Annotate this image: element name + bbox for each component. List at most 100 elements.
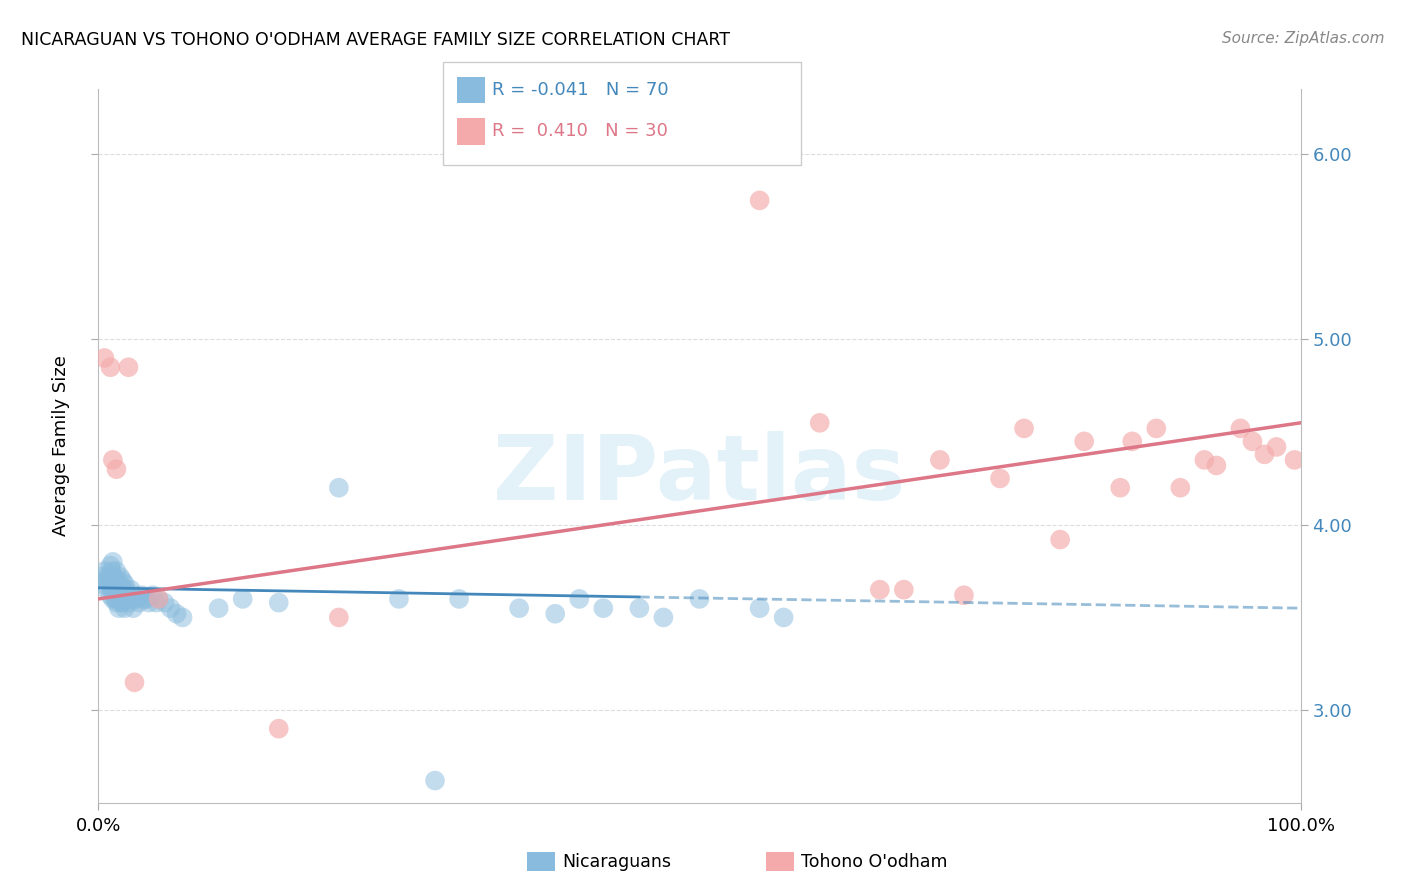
Point: [232, 591, 254, 606]
Point: [124, 675, 146, 690]
Point: [93, 351, 115, 365]
Point: [1121, 434, 1143, 449]
Point: [112, 591, 135, 606]
Point: [108, 591, 131, 606]
Point: [93, 564, 115, 578]
Point: [91, 577, 114, 591]
Point: [100, 588, 122, 602]
Text: Source: ZipAtlas.com: Source: ZipAtlas.com: [1222, 31, 1385, 46]
Point: [592, 601, 614, 615]
Point: [148, 591, 170, 606]
Point: [104, 591, 127, 606]
Y-axis label: Average Family Size: Average Family Size: [52, 356, 70, 536]
Point: [122, 601, 145, 615]
Point: [267, 596, 290, 610]
Point: [1144, 421, 1167, 435]
Point: [101, 453, 124, 467]
Point: [159, 601, 181, 615]
Point: [135, 591, 157, 606]
Point: [568, 591, 591, 606]
Point: [138, 596, 160, 610]
Point: [120, 582, 142, 597]
Point: [114, 577, 136, 591]
Point: [132, 591, 155, 606]
Point: [104, 577, 127, 591]
Point: [115, 582, 138, 597]
Point: [893, 582, 915, 597]
Point: [628, 601, 651, 615]
Point: [118, 596, 141, 610]
Text: R = -0.041   N = 70: R = -0.041 N = 70: [492, 81, 669, 99]
Point: [447, 591, 470, 606]
Point: [115, 591, 138, 606]
Point: [100, 360, 122, 375]
Text: ZIPatlas: ZIPatlas: [494, 431, 905, 518]
Point: [107, 574, 129, 588]
Point: [97, 569, 120, 583]
Text: Nicaraguans: Nicaraguans: [562, 853, 672, 871]
Point: [388, 591, 411, 606]
Point: [114, 601, 136, 615]
Point: [112, 582, 135, 597]
Point: [128, 596, 150, 610]
Point: [107, 588, 129, 602]
Text: R =  0.410   N = 30: R = 0.410 N = 30: [492, 122, 668, 140]
Point: [111, 596, 134, 610]
Point: [100, 558, 122, 573]
Point: [108, 601, 131, 615]
Point: [988, 471, 1011, 485]
Point: [652, 610, 675, 624]
Point: [96, 582, 118, 597]
Point: [1012, 421, 1035, 435]
Point: [953, 588, 976, 602]
Point: [145, 596, 167, 610]
Point: [772, 610, 794, 624]
Text: NICARAGUAN VS TOHONO O'ODHAM AVERAGE FAMILY SIZE CORRELATION CHART: NICARAGUAN VS TOHONO O'ODHAM AVERAGE FAM…: [21, 31, 730, 49]
Point: [110, 582, 132, 597]
Point: [1253, 447, 1275, 461]
Point: [121, 591, 143, 606]
Point: [125, 591, 148, 606]
Point: [1073, 434, 1095, 449]
Point: [1265, 440, 1288, 454]
Text: Tohono O'odham: Tohono O'odham: [801, 853, 948, 871]
Point: [1170, 481, 1192, 495]
Point: [105, 564, 128, 578]
Point: [928, 453, 950, 467]
Point: [108, 577, 131, 591]
Point: [166, 607, 188, 621]
Point: [101, 591, 124, 606]
Point: [267, 722, 290, 736]
Point: [208, 601, 231, 615]
Point: [423, 773, 446, 788]
Point: [94, 574, 117, 588]
Point: [1049, 533, 1071, 547]
Point: [1194, 453, 1216, 467]
Point: [103, 582, 125, 597]
Point: [1241, 434, 1264, 449]
Point: [1229, 421, 1251, 435]
Point: [100, 564, 122, 578]
Point: [328, 481, 350, 495]
Point: [689, 591, 711, 606]
Point: [748, 194, 770, 208]
Point: [508, 601, 530, 615]
Point: [131, 588, 153, 602]
Point: [544, 607, 567, 621]
Point: [108, 569, 131, 583]
Point: [100, 582, 122, 597]
Point: [111, 574, 134, 588]
Point: [148, 591, 170, 606]
Point: [103, 569, 125, 583]
Point: [101, 555, 124, 569]
Point: [1284, 453, 1306, 467]
Point: [869, 582, 891, 597]
Point: [105, 596, 128, 610]
Point: [141, 588, 163, 602]
Point: [124, 588, 146, 602]
Point: [110, 596, 132, 610]
Point: [748, 601, 770, 615]
Point: [1205, 458, 1227, 473]
Point: [98, 577, 121, 591]
Point: [808, 416, 831, 430]
